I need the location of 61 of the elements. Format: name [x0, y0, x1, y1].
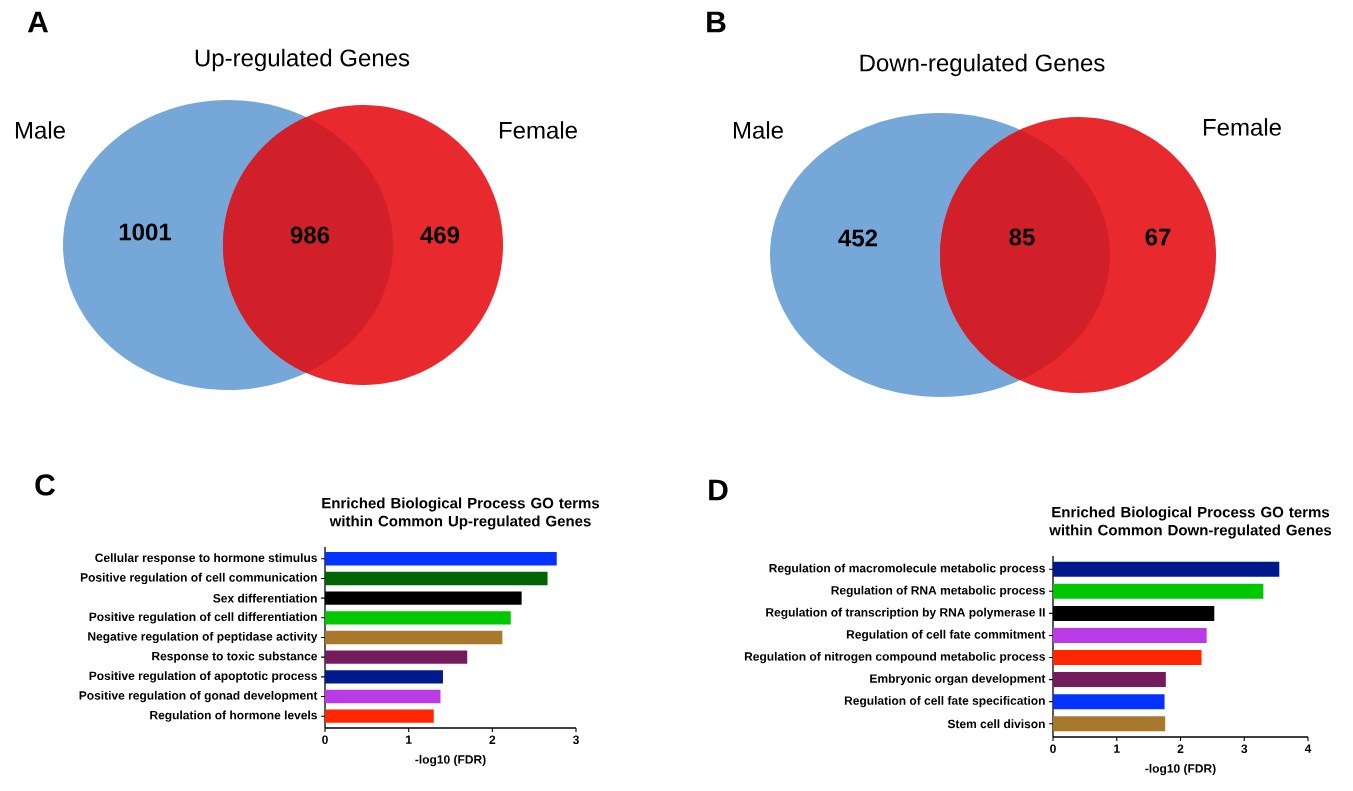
y-tick-label: Regulation of nitrogen compound metabolic process — [744, 651, 1045, 664]
x-axis-title: -log10 (FDR) — [415, 754, 486, 767]
x-tick-label: 4 — [1304, 744, 1312, 753]
bar — [1053, 561, 1280, 577]
y-tick-label: Regulation of cell fate commitment — [846, 629, 1046, 642]
y-tick-label: Stem cell divison — [947, 719, 1045, 729]
bar — [1053, 672, 1166, 688]
bar — [325, 552, 557, 566]
bar — [1053, 650, 1202, 666]
category-label: Male — [733, 121, 783, 139]
x-tick-label: 2 — [1177, 744, 1184, 753]
bar — [1053, 716, 1166, 732]
x-tick-label: 1 — [406, 735, 412, 744]
category-label: Male — [15, 121, 65, 139]
text: A — [27, 11, 49, 33]
category-label: Female — [499, 121, 577, 139]
x-tick-label: 1 — [1114, 744, 1120, 753]
y-tick-label: Embryonic organ development — [870, 673, 1046, 686]
chart-title: Enriched Biological Process GO terms within Common Down-regulated Genes — [1049, 506, 1332, 539]
y-tick-label: Sex differentiation — [213, 593, 317, 603]
y-tick-label: Regulation of hormone levels — [150, 710, 317, 722]
x-tick-label: 3 — [1241, 744, 1248, 754]
bar — [325, 571, 548, 586]
x-axis-title: -log10 (FDR) — [1145, 763, 1216, 776]
y-tick-label: Cellular response to hormone stimulus — [95, 553, 317, 565]
y-tick-label: Regulation of RNA metabolic process — [831, 585, 1045, 597]
x-tick-label: 0 — [322, 735, 328, 745]
y-tick-label: Positive regulation of apoptotic process — [89, 671, 317, 683]
text: Up-regulated Genes — [195, 48, 410, 72]
bar — [325, 689, 441, 704]
category-label: Female — [1203, 118, 1281, 136]
text: Down-regulated Genes — [860, 53, 1105, 77]
data-label: 1001 — [119, 223, 172, 241]
chart-title: Enriched Biological Process GO terms within Common Up-regulated Genes — [322, 497, 600, 530]
x-tick-label: 2 — [489, 735, 496, 744]
text: C — [35, 474, 56, 496]
y-tick-label: Regulation of transcription by RNA polymerase II — [766, 607, 1045, 619]
bar — [325, 611, 511, 625]
y-tick-label: Positive regulation of cell differentiation — [89, 612, 317, 624]
y-tick-label: Regulation of cell fate specification — [844, 696, 1045, 708]
bar — [325, 670, 443, 684]
text: B — [707, 11, 726, 33]
data-label: 67 — [1145, 228, 1171, 246]
data-label: 986 — [290, 226, 330, 244]
y-tick-label: Positive regulation of cell communication — [80, 572, 317, 585]
x-tick-label: 3 — [572, 735, 579, 745]
bar — [325, 709, 434, 723]
x-tick-label: 0 — [1050, 744, 1056, 754]
bar — [325, 650, 468, 664]
y-tick-label: Negative regulation of peptidase activity — [88, 631, 318, 644]
data-label: 452 — [838, 229, 878, 247]
bar — [1053, 583, 1264, 599]
bar — [325, 630, 503, 645]
bar — [1053, 694, 1165, 710]
y-tick-label: Positive regulation of gonad development — [79, 690, 318, 703]
y-tick-label: Response to toxic substance — [152, 651, 318, 663]
bar — [1053, 627, 1207, 643]
data-label: 469 — [420, 226, 460, 244]
text: D — [709, 479, 728, 501]
data-label: 85 — [1009, 228, 1035, 246]
y-tick-label: Regulation of macromolecule metabolic process — [769, 563, 1045, 575]
